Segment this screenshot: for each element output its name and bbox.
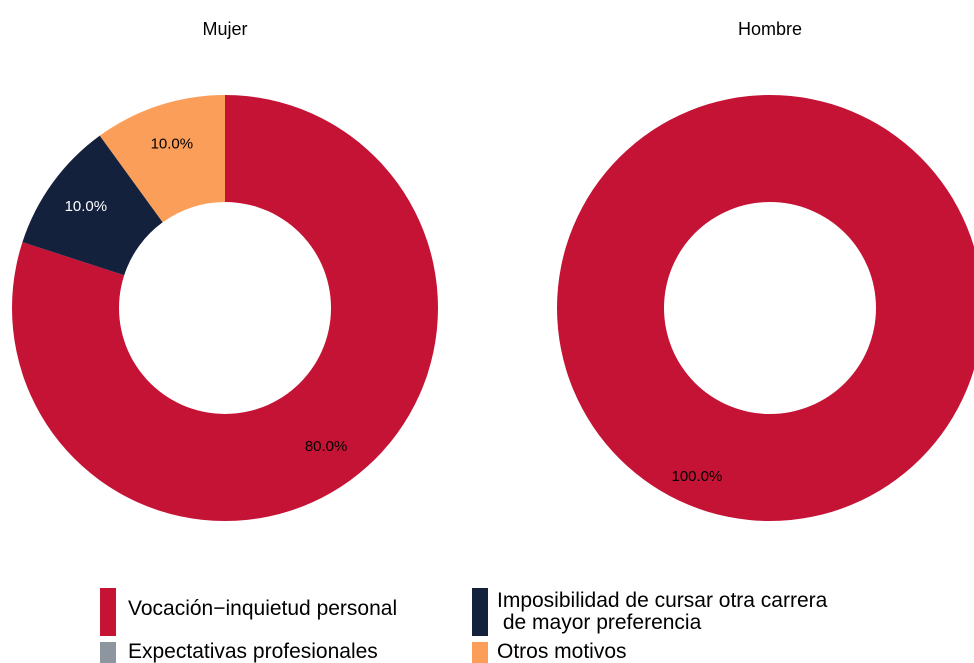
slice-label: 100.0% <box>671 468 722 485</box>
legend-label: Imposibilidad de cursar otra carrera de … <box>497 589 828 634</box>
slice-label: 10.0% <box>65 198 108 215</box>
legend-key <box>472 588 488 636</box>
slice-label: 10.0% <box>151 135 194 152</box>
legend-key <box>472 642 488 663</box>
legend-key <box>100 588 116 636</box>
chart-title: Mujer <box>202 19 247 39</box>
legend-key <box>100 642 116 663</box>
donut-slice <box>22 135 163 276</box>
legend-label: Vocación−inquietud personal <box>128 597 398 620</box>
donut-slice <box>99 95 225 223</box>
donut-slice <box>557 95 974 521</box>
slice-label: 80.0% <box>305 438 348 455</box>
chart-title: Hombre <box>738 19 802 39</box>
donut-slice <box>11 95 438 521</box>
legend-label: Otros motivos <box>497 640 627 663</box>
legend-label: Expectativas profesionales <box>128 640 378 663</box>
